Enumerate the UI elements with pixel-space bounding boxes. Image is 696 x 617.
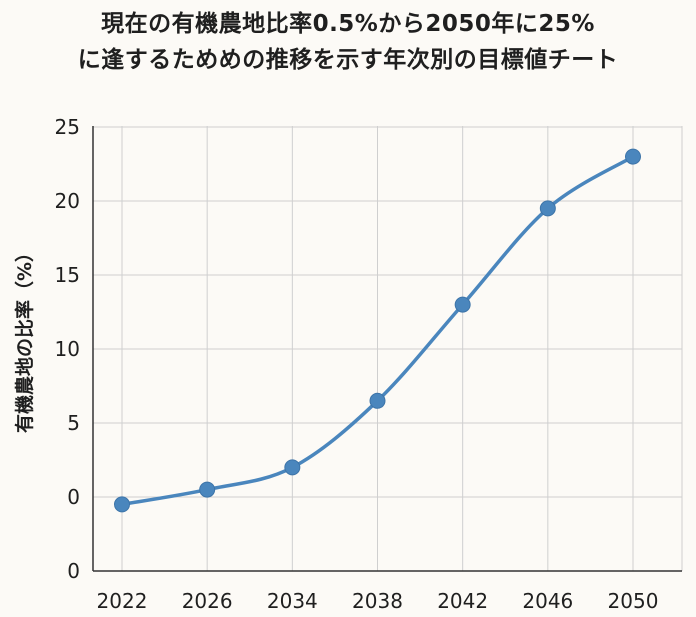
x-tick-label: 2026 [182,589,233,613]
y-tick-label: 5 [67,411,80,435]
data-point [625,148,641,165]
axes [92,126,682,572]
x-tick-label: 2022 [97,589,148,613]
y-tick-labels: 0 0 5 10 15 20 25 [55,115,80,583]
y-tick-label: 15 [55,263,80,287]
y-tick-label: 25 [55,115,80,139]
y-tick-label: 0 [67,559,80,583]
data-point [454,296,471,313]
x-tick-label: 2050 [608,589,659,613]
x-tick-labels: 2022 2026 2034 2038 2042 2046 2050 [97,589,659,613]
data-point [539,200,556,217]
data-point [199,481,216,498]
y-tick-label: 20 [55,189,80,213]
chart-title-line-1: 現在の有機農地比率0.5%から2050年に25% [101,11,595,37]
x-tick-label: 2046 [522,589,573,613]
data-point [369,392,386,409]
y-axis-label: 有機農地の比率（%） [13,243,36,433]
chart-title: 現在の有機農地比率0.5%から2050年に25% に逢するためめの推移を示す年次… [0,6,696,78]
y-tick-label: 0 [67,485,80,509]
data-point [114,496,130,513]
grid [93,126,683,571]
x-tick-label: 2034 [267,589,318,613]
y-tick-label: 10 [55,337,80,361]
data-point [284,459,301,476]
x-tick-label: 2038 [352,589,403,613]
x-tick-label: 2042 [437,589,488,613]
series-points [114,148,641,513]
chart-title-line-2: に逢するためめの推移を示す年次別の目標値チート [77,47,619,73]
